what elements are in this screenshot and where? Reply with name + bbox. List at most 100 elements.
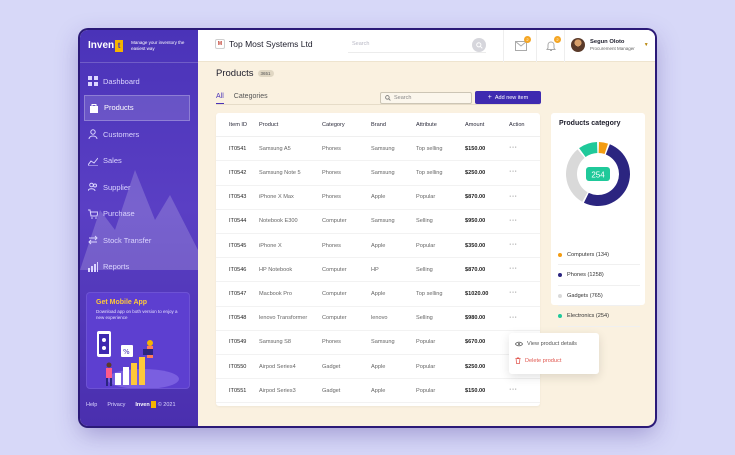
column-header[interactable]: Amount (465, 121, 485, 128)
search-icon (385, 95, 391, 101)
legend-item[interactable]: Phones (1258) (558, 266, 640, 286)
search-input[interactable]: Search (352, 41, 370, 47)
brand-cell: Samsung (371, 218, 395, 225)
row-action-menu: View product details Delete product (509, 333, 599, 374)
tabs: All Categories (216, 93, 268, 104)
item-id-cell: IT0549 (229, 339, 247, 346)
amount-cell: $980.00 (465, 315, 486, 322)
attribute-cell: Top selling (416, 145, 443, 152)
brand[interactable]: Inven t Manage your inventory the easiest… (88, 40, 187, 52)
attribute-cell: Selling (416, 218, 433, 225)
category-cell: Computer (322, 315, 347, 322)
privacy-link[interactable]: Privacy (107, 401, 126, 408)
column-header[interactable]: Item ID (229, 121, 248, 128)
search-input[interactable]: Search (394, 95, 412, 101)
table-row[interactable]: IT0550 Airpod Series4 Gadget Apple Popular $2… (216, 355, 540, 380)
products-table: Item ID Product Category Brand Attribute… (216, 113, 540, 406)
legend-label: Phones (1258) (567, 272, 604, 278)
table-search[interactable]: Search (380, 92, 472, 104)
attribute-cell: Popular (416, 363, 436, 370)
delete-product-label: Delete product (525, 357, 562, 364)
amount-cell: $150.00 (465, 387, 486, 394)
svg-text:%: % (123, 348, 130, 356)
brand-cell: Samsung (371, 339, 395, 346)
attribute-cell: Popular (416, 387, 436, 394)
avatar (571, 38, 585, 52)
tab-all[interactable]: All (216, 93, 224, 104)
mail-icon (515, 41, 527, 51)
item-id-cell: IT0544 (229, 218, 247, 225)
notification-button[interactable]: 2 (544, 36, 561, 53)
action-menu-button[interactable]: ··· (509, 168, 518, 176)
column-header[interactable]: Brand (371, 121, 386, 128)
view-product-details-item[interactable]: View product details (515, 341, 577, 347)
table-row[interactable]: IT0543 iPhone X Max Phones Apple Popular $870… (216, 186, 540, 210)
donut-slice[interactable] (598, 142, 609, 155)
table-row[interactable]: IT0546 HP Notebook Computer HP Selling $870.0… (216, 258, 540, 283)
table-row[interactable]: IT0548 lenovo Transformer Computer lenovo Se… (216, 307, 540, 331)
product-cell: Airpod Series3 (259, 387, 296, 394)
legend-item[interactable]: Electronics (254) (558, 307, 640, 327)
brand-cell: Apple (371, 194, 386, 201)
legend-item[interactable]: Gadgets (765) (558, 286, 640, 306)
attribute-cell: Selling (416, 266, 433, 273)
column-header[interactable]: Category (322, 121, 345, 128)
top-search[interactable]: Search (348, 38, 486, 53)
sidebar-item-stock-transfer[interactable]: Stock Transfer (84, 227, 190, 254)
sidebar-item-reports[interactable]: Reports (84, 254, 190, 281)
delete-product-item[interactable]: Delete product (515, 357, 561, 364)
action-menu-button[interactable]: ··· (509, 144, 518, 152)
action-menu-button[interactable]: ··· (509, 216, 518, 224)
amount-cell: $1020.00 (465, 290, 489, 297)
user-menu[interactable]: Segun Oloto Procurement Manager ▼ (571, 38, 649, 52)
sidebar-item-purchase[interactable]: Purchase (84, 201, 190, 228)
table-row[interactable]: IT0547 Macbook Pro Computer Apple Top sellin… (216, 282, 540, 307)
mobile-app-promo[interactable]: Get Mobile App Download app on both vers… (86, 292, 190, 389)
donut-slice[interactable] (583, 144, 630, 207)
mail-badge: 2 (524, 36, 531, 43)
amount-cell: $250.00 (465, 363, 486, 370)
eye-icon (515, 341, 523, 347)
table-row[interactable]: IT0541 Samsung A5 Phones Samsung Top selling… (216, 137, 540, 162)
action-menu-button[interactable]: ··· (509, 289, 518, 297)
sidebar: Inven t Manage your inventory the easiest… (80, 30, 198, 426)
company[interactable]: M Top Most Systems Ltd (215, 39, 313, 49)
table-row[interactable]: IT0549 Samsung S8 Phones Samsung Popular $670… (216, 331, 540, 355)
product-cell: Airpod Series4 (259, 363, 296, 370)
table-row[interactable]: IT0544 Notebook E300 Computer Samsung Sellin… (216, 210, 540, 234)
brand-cell: Samsung (371, 145, 395, 152)
product-cell: Samsung A5 (259, 145, 291, 152)
legend-item[interactable]: Computers (134) (558, 245, 640, 265)
help-link[interactable]: Help (86, 401, 98, 408)
chevron-down-icon[interactable]: ▼ (643, 42, 649, 48)
sidebar-item-supplier[interactable]: Supplier (84, 174, 190, 201)
sidebar-item-customers[interactable]: Customers (84, 121, 190, 148)
tab-categories[interactable]: Categories (233, 93, 268, 100)
action-menu-button[interactable]: ··· (509, 265, 518, 273)
table-row[interactable]: IT0542 Samsung Note 5 Phones Samsung Top sel… (216, 161, 540, 186)
column-header[interactable]: Attribute (416, 121, 437, 128)
table-row[interactable]: IT0551 Airpod Series3 Gadget Apple Popular $1… (216, 379, 540, 404)
action-menu-button[interactable]: ··· (509, 313, 518, 321)
sidebar-item-label: Customers (103, 129, 140, 139)
donut-slice[interactable] (566, 149, 588, 202)
brand-cell: Apple (371, 242, 386, 249)
sidebar-item-dashboard[interactable]: Dashboard (84, 68, 190, 95)
add-new-item-button[interactable]: + Add new item (475, 91, 541, 104)
donut-slice[interactable] (579, 142, 598, 158)
column-header[interactable]: Product (259, 121, 279, 128)
action-menu-button[interactable]: ··· (509, 386, 518, 394)
action-menu-button[interactable]: ··· (509, 241, 518, 248)
mail-button[interactable]: 2 (514, 36, 531, 53)
search-button[interactable] (472, 38, 486, 52)
sidebar-item-products[interactable]: Products (84, 94, 190, 121)
table-row[interactable]: IT0545 iPhone X Phones Apple Popular $350.00 ·… (216, 234, 540, 259)
legend-label: Gadgets (765) (567, 292, 603, 299)
item-id-cell: IT0551 (229, 387, 247, 394)
action-menu-button[interactable]: ··· (509, 192, 518, 200)
divider (216, 104, 540, 105)
sidebar-footer: Help Privacy Inven © 2021 (86, 401, 194, 408)
sidebar-item-sales[interactable]: Sales (84, 148, 190, 175)
chart-line-icon (88, 156, 98, 166)
notification-badge: 2 (554, 36, 561, 43)
